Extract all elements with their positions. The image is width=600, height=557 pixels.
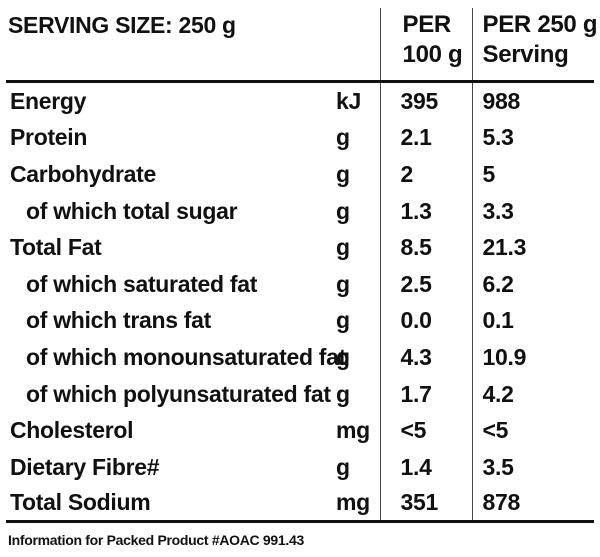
value-per-100g: 1.3 [379,192,473,230]
value-per-serving: <5 [471,412,595,449]
nutrient-unit: mg [334,485,381,523]
nutrient-unit: g [336,380,350,407]
table-row: of which polyunsaturated fat g 1.7 4.2 [6,375,595,413]
value-per-serving: 3.3 [471,192,595,230]
table-row: of which total sugar g 1.3 3.3 [6,192,595,230]
nutrient-unit: g [336,453,350,480]
serving-size-heading: SERVING SIZE: 250 g [6,8,381,83]
nutrient-name: of which total sugar [26,197,238,224]
nutrient-name: Dietary Fibre# [10,453,160,480]
nutrient-unit: g [336,234,350,261]
nutrient-unit: g [336,343,350,370]
value-per-100g: 2.5 [379,265,473,303]
table-row: Total Sodium mg 351 878 [6,485,595,523]
value-per-serving: 878 [471,485,595,523]
nutrient-name: Cholesterol [10,417,134,444]
value-per-100g: <5 [379,412,473,449]
table-row: Total Fat g 8.5 21.3 [6,229,595,266]
value-per-serving: 5.3 [471,119,595,157]
per-100g-heading-line1: PER [402,11,452,38]
nutrition-table: SERVING SIZE: 250 g PER 100 g PER 250 g … [6,8,598,523]
per-100g-heading: PER 100 g [379,8,473,83]
table-row: Dietary Fibre# g 1.4 3.5 [6,448,595,486]
table-row: of which saturated fat g 2.5 6.2 [6,265,595,303]
table-row: Cholesterol mg <5 <5 [6,412,595,449]
value-per-serving: 5 [471,156,595,193]
nutrient-unit: mg [336,417,370,444]
value-per-100g: 8.5 [379,229,473,266]
value-per-serving: 3.5 [471,448,595,486]
value-per-serving: 0.1 [471,302,595,340]
nutrient-name: Energy [10,87,87,114]
value-per-100g: 395 [379,81,473,120]
nutrient-name: Total Sodium [6,485,334,523]
value-per-100g: 4.3 [379,339,473,376]
table-row: Protein g 2.1 5.3 [6,119,595,157]
nutrient-unit: g [336,270,350,297]
table-row: Energy kJ 395 988 [6,81,595,120]
table-row: of which monounsaturated fat g 4.3 10.9 [6,339,595,376]
value-per-serving: 4.2 [471,375,595,413]
footnote: Information for Packed Product #AOAC 991… [8,532,304,548]
nutrient-name: Carbohydrate [10,160,156,187]
nutrient-name: Protein [10,124,88,151]
nutrient-unit: g [336,160,350,187]
nutrient-name: of which saturated fat [26,270,258,297]
per-serving-heading-line2: Serving [482,41,569,68]
value-per-100g: 2 [379,156,473,193]
table-row: of which trans fat g 0.0 0.1 [6,302,595,340]
nutrient-name: Total Fat [10,234,102,261]
value-per-100g: 2.1 [379,119,473,157]
table-header-row: SERVING SIZE: 250 g PER 100 g PER 250 g … [6,8,598,83]
value-per-serving: 10.9 [471,339,595,376]
value-per-serving: 988 [471,81,595,120]
value-per-100g: 0.0 [379,302,473,340]
per-serving-heading-line1: PER 250 g [482,11,598,38]
value-per-serving: 6.2 [471,265,595,303]
value-per-100g: 1.7 [379,375,473,413]
nutrient-name: of which trans fat [26,307,212,334]
per-100g-heading-line2: 100 g [402,41,463,68]
nutrient-unit: g [336,124,350,151]
nutrient-name: of which monounsaturated fat [26,343,346,370]
table-row: Carbohydrate g 2 5 [6,156,595,193]
value-per-100g: 351 [379,485,473,523]
nutrient-unit: g [336,307,350,334]
nutrient-name: of which polyunsaturated fat [26,380,331,407]
value-per-serving: 21.3 [471,229,595,266]
nutrient-unit: g [336,197,350,224]
value-per-100g: 1.4 [379,448,473,486]
per-serving-heading: PER 250 g Serving [471,8,598,83]
nutrient-unit: kJ [336,87,361,114]
